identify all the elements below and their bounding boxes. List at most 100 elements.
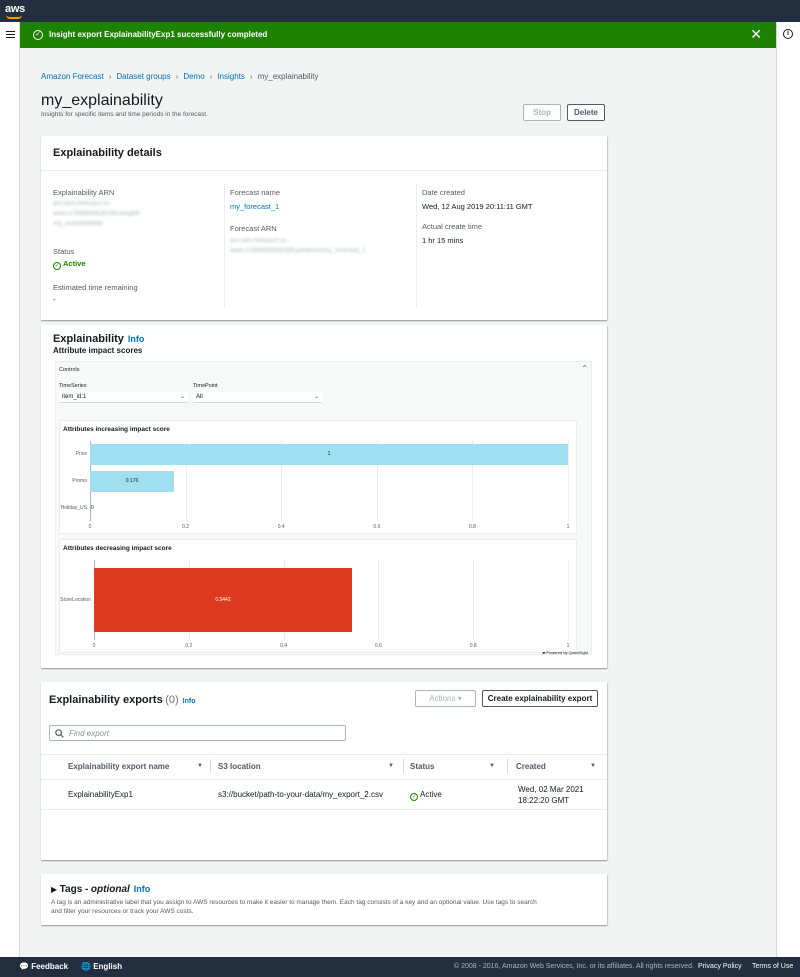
page-title: my_explainability <box>41 92 163 109</box>
x-tick-label: 1 <box>566 524 570 530</box>
export-status-badge: ✓ Active <box>410 790 442 801</box>
s3-location-link[interactable]: s3://bucket/path-to-your-data/my_export_… <box>218 790 383 799</box>
sort-caret-icon[interactable]: ▼ <box>590 763 596 769</box>
chevron-down-icon: ⌄ <box>179 394 185 400</box>
breadcrumb-amazon-forecast[interactable]: Amazon Forecast <box>41 72 104 81</box>
created-cell: Wed, 02 Mar 2021 18:22:20 GMT <box>518 785 584 805</box>
delete-button[interactable]: Delete <box>567 104 605 121</box>
grid-line <box>376 441 378 521</box>
timepoint-select[interactable]: All ⌄ <box>193 392 322 403</box>
tags-expand-toggle[interactable]: ▶ Tags - optional Info <box>51 884 150 895</box>
date-created-label: Date created <box>422 188 465 197</box>
data-label: 1 <box>327 451 331 458</box>
quicksight-dashboard: Controls ⌃ TimeSeries item_id:1 ⌄ TimePoi… <box>55 361 592 655</box>
chevron-right-icon: › <box>175 72 179 81</box>
globe-icon: 🌐 <box>81 962 91 971</box>
x-tick-label: 0.4 <box>280 643 288 649</box>
sort-caret-icon[interactable]: ▼ <box>489 763 495 769</box>
aws-logo[interactable]: aws <box>5 3 25 15</box>
status-badge: ✓ Active <box>53 259 86 270</box>
tags-info-link[interactable]: Info <box>133 884 151 894</box>
footer: 💬 Feedback 🌐 English © 2008 - 2016, Amaz… <box>0 957 800 977</box>
column-header-s3[interactable]: S3 location <box>218 762 261 771</box>
breadcrumb-current: my_explainability <box>257 72 319 81</box>
eta-value: - <box>53 295 56 304</box>
breadcrumb-demo[interactable]: Demo <box>183 72 205 81</box>
forecast-arn-label: Forecast ARN <box>230 224 277 233</box>
tags-panel: ▶ Tags - optional Info A tag is an admini… <box>41 874 607 925</box>
export-name-cell: ExplainabilityExp1 <box>68 790 133 799</box>
x-tick-label: 0.8 <box>469 643 477 649</box>
timeseries-select[interactable]: item_id:1 ⌄ <box>59 392 188 403</box>
chevron-up-icon[interactable]: ⌃ <box>581 364 588 373</box>
category-label: Price <box>75 451 87 458</box>
x-tick-label: 0.6 <box>374 643 382 649</box>
explainability-info-link[interactable]: Info <box>127 334 145 344</box>
column-divider <box>416 184 417 308</box>
data-label: 0.176 <box>125 478 139 484</box>
info-panel-icon[interactable]: i <box>783 29 793 39</box>
terms-of-use-link[interactable]: Terms of Use <box>752 963 794 970</box>
column-header-created[interactable]: Created <box>516 762 546 771</box>
forecast-name-label: Forecast name <box>230 188 281 197</box>
create-time-label: Actual create time <box>422 222 483 231</box>
menu-icon[interactable] <box>6 31 15 38</box>
status-label: Status <box>53 247 75 256</box>
increasing-impact-chart: Attributes increasing impact score 0 0.2 0… <box>59 420 577 534</box>
bar-price[interactable] <box>90 443 568 465</box>
exports-header: Explainability exports <box>49 694 163 706</box>
arn-label: Explainability ARN <box>53 188 115 197</box>
close-icon[interactable]: ✕ <box>750 26 762 42</box>
grid-line <box>281 441 283 521</box>
chevron-down-icon: ⌄ <box>313 394 319 400</box>
timeseries-label: TimeSeries <box>59 383 87 389</box>
x-tick-label: 1 <box>566 643 570 649</box>
caret-right-icon: ▶ <box>51 885 58 894</box>
timepoint-label: TimePoint <box>193 383 218 389</box>
x-tick-label: 0.8 <box>468 524 476 530</box>
bar-promo[interactable] <box>90 470 175 492</box>
exports-info-link[interactable]: Info <box>182 698 196 705</box>
left-nav-rail <box>0 22 20 957</box>
panel-divider <box>41 170 607 171</box>
feedback-link[interactable]: 💬 Feedback <box>19 962 69 971</box>
create-export-button[interactable]: Create explainability export <box>482 690 598 707</box>
breadcrumb: Amazon Forecast › Dataset groups › Demo › Insi… <box>41 72 319 81</box>
sort-caret-icon[interactable]: ▼ <box>197 763 203 769</box>
x-tick-label: 0.2 <box>185 643 193 649</box>
column-header-status[interactable]: Status <box>410 762 435 771</box>
data-label: 0 <box>91 504 94 511</box>
x-tick-label: 0 <box>88 524 92 530</box>
actions-dropdown[interactable]: Actions ▾ <box>415 690 476 707</box>
x-tick-label: 0.4 <box>277 524 285 530</box>
bar-storelocation[interactable] <box>94 568 352 632</box>
sort-caret-icon[interactable]: ▼ <box>388 763 394 769</box>
feedback-icon: 💬 <box>19 962 29 971</box>
grid-line <box>378 560 380 640</box>
date-created-value: Wed, 12 Aug 2019 20:11:11 GMT <box>422 202 533 211</box>
check-circle-icon: ✓ <box>410 793 418 801</box>
check-circle-icon: ✓ <box>33 30 43 40</box>
right-tools-rail <box>776 22 800 957</box>
explainability-details-panel: Explainability details Explainability AR… <box>41 136 607 320</box>
privacy-policy-link[interactable]: Privacy Policy <box>698 963 742 970</box>
x-tick-label: 0.2 <box>182 524 190 530</box>
arn-value: arn:aws:forecast:us- west-2:565659526185… <box>53 200 140 227</box>
copyright: © 2008 - 2016, Amazon Web Services, Inc.… <box>454 963 694 970</box>
grid-line <box>472 441 474 521</box>
column-divider <box>224 184 225 308</box>
x-tick-label: 0.6 <box>373 524 381 530</box>
breadcrumb-insights[interactable]: Insights <box>217 72 245 81</box>
stop-button[interactable]: Stop <box>523 104 561 121</box>
search-icon <box>55 729 64 738</box>
forecast-name-link[interactable]: my_forecast_1 <box>230 202 280 211</box>
chevron-right-icon: › <box>249 72 253 81</box>
chevron-right-icon: › <box>108 72 112 81</box>
find-export-search[interactable]: Find export <box>49 725 346 741</box>
explainability-exports-panel: Explainability exports (0) Info Actions ▾… <box>41 682 607 860</box>
tags-header: Tags - <box>59 884 89 895</box>
breadcrumb-dataset-groups[interactable]: Dataset groups <box>116 72 171 81</box>
language-selector[interactable]: 🌐 English <box>81 962 123 971</box>
category-label: Holiday_US <box>60 504 87 511</box>
column-header-name[interactable]: Explainability export name <box>68 762 170 771</box>
